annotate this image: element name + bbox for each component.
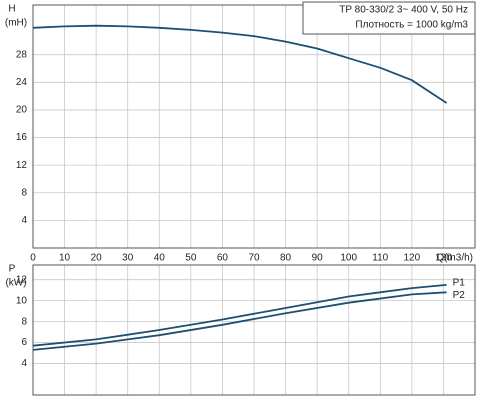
- y-tick-label: 24: [16, 77, 28, 88]
- series-line: [32, 24, 448, 104]
- x-axis-label: Q(m3/h): [436, 253, 473, 264]
- x-tick-label: 30: [122, 253, 134, 264]
- series-line: [32, 284, 447, 347]
- y-tick-label: 10: [16, 295, 28, 306]
- x-tick-label: 40: [154, 253, 166, 264]
- x-tick-label: 70: [248, 253, 260, 264]
- x-tick-label: 100: [340, 253, 357, 264]
- x-tick-label: 20: [91, 253, 103, 264]
- legend-label: P2: [453, 290, 466, 301]
- series-line: [32, 291, 447, 351]
- x-tick-label: 60: [217, 253, 229, 264]
- legend-label: P1: [453, 278, 466, 289]
- x-tick-label: 80: [280, 253, 292, 264]
- x-tick-label: 110: [372, 253, 388, 264]
- y-tick-label: 20: [16, 105, 28, 116]
- y-tick-label: 12: [16, 160, 28, 171]
- y-tick-label: 28: [16, 49, 28, 60]
- y-axis-label: P: [9, 264, 16, 275]
- y-tick-label: 8: [21, 316, 27, 327]
- y-tick-label: 4: [21, 215, 27, 226]
- y-tick-label: 4: [21, 358, 27, 369]
- x-tick-label: 90: [312, 253, 324, 264]
- y-tick-label: 12: [16, 274, 28, 285]
- y-axis-unit: (kW): [5, 278, 26, 289]
- x-tick-label: 0: [30, 253, 36, 264]
- info-box: [302, 1, 476, 35]
- y-axis-unit: (mH): [5, 18, 27, 29]
- y-tick-label: 16: [16, 132, 28, 143]
- x-tick-label: 120: [404, 253, 421, 264]
- info-density: Плотность = 1000 kg/m3: [355, 20, 468, 31]
- x-tick-label: 10: [59, 253, 71, 264]
- y-tick-label: 6: [21, 337, 27, 348]
- plot-frame: [32, 4, 476, 249]
- plot-frame: [32, 264, 476, 396]
- info-title: TP 80-330/2 3~ 400 V, 50 Hz: [339, 5, 468, 16]
- x-tick-label: 50: [185, 253, 197, 264]
- y-axis-label: H: [8, 4, 15, 15]
- x-tick-label: 130: [435, 253, 452, 264]
- y-tick-label: 8: [21, 187, 27, 198]
